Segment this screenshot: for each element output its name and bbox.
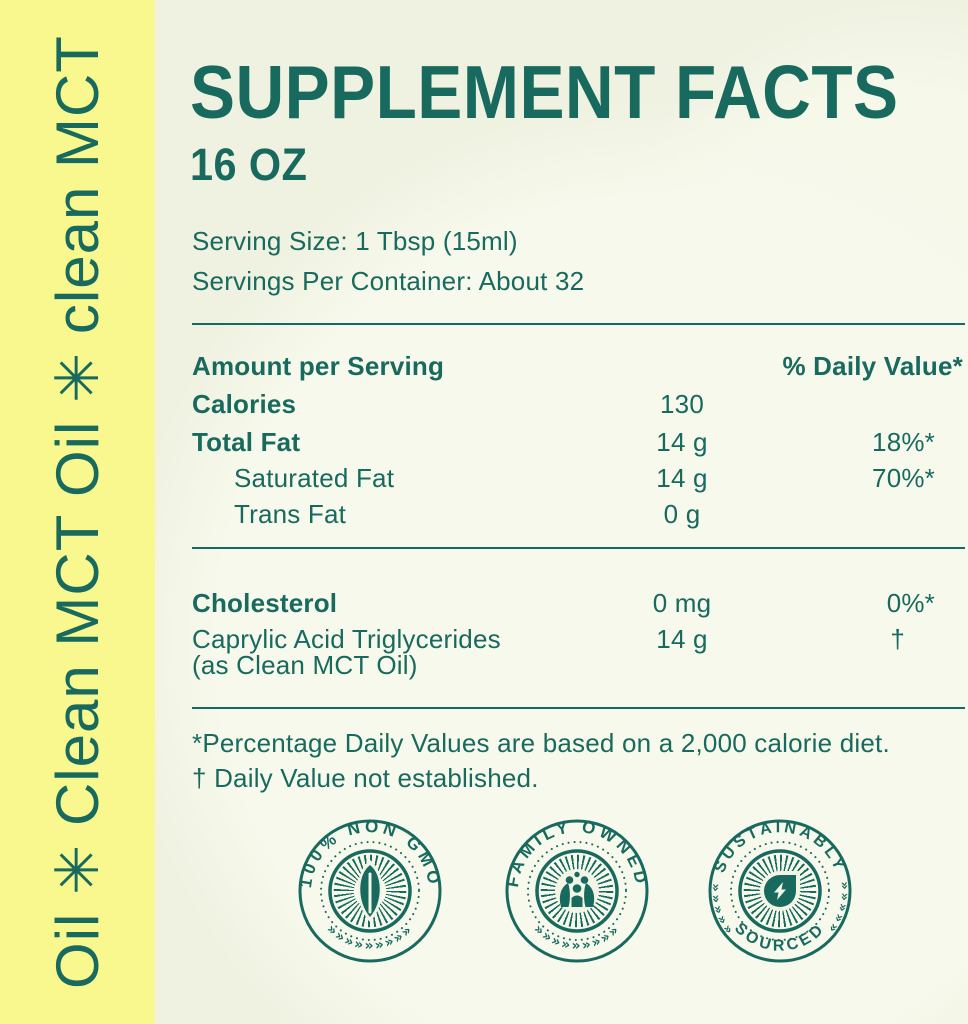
nutrient-name: Total Fat bbox=[192, 427, 301, 457]
servings-per-container-line: Servings Per Container: About 32 bbox=[192, 266, 585, 296]
nutrient-amount: 14 g bbox=[656, 463, 708, 493]
nutrient-amount: 130 bbox=[660, 389, 704, 419]
badge-inner-ring bbox=[328, 849, 412, 933]
nutrient-amount: 14 g bbox=[656, 427, 708, 457]
nutrient-name-line2: (as Clean MCT Oil) bbox=[192, 650, 418, 680]
nutrient-name-line1: Caprylic Acid Triglycerides bbox=[192, 624, 501, 654]
badge-dotted-circle bbox=[320, 841, 420, 941]
nutrient-name: Trans Fat bbox=[234, 499, 347, 529]
badge-top-text: SUSTAINABLY bbox=[711, 819, 848, 875]
badge-sustainably-sourced: SUSTAINABLY SOURCED ««««« »»»»» bbox=[700, 811, 860, 971]
badge-family-owned: FAMILY OWNED »»»»»»»»»»» bbox=[497, 811, 657, 971]
nutrient-daily-value: † bbox=[890, 624, 905, 654]
nutrient-daily-value: 18%* bbox=[872, 427, 935, 457]
table-row: Trans Fat 0 g bbox=[192, 501, 965, 527]
badge-outer-circle bbox=[505, 819, 649, 963]
laurel-decoration-right: »»»»» bbox=[823, 881, 852, 937]
family-owned-stamp: FAMILY OWNED »»»»»»»»»»» bbox=[503, 817, 649, 963]
badge-dotted-circle bbox=[527, 841, 627, 941]
daily-value-header: % Daily Value* bbox=[782, 351, 963, 381]
badge-outer-circle bbox=[298, 819, 442, 963]
serving-size-line: Serving Size: 1 Tbsp (15ml) bbox=[192, 226, 518, 256]
table-row: Calories 130 bbox=[192, 391, 965, 417]
badge-outer-circle bbox=[708, 819, 852, 963]
sustainably-sourced-stamp: SUSTAINABLY SOURCED ««««« »»»»» bbox=[708, 819, 852, 963]
nutrient-name: Calories bbox=[192, 389, 297, 419]
non-gmo-stamp: 100% NON GMO »»»»»»»»»»» bbox=[296, 817, 442, 963]
nutrient-name: Saturated Fat bbox=[234, 463, 395, 493]
vertical-brand-strip: Oil ✳ Clean MCT Oil ✳ clean MCT bbox=[0, 0, 155, 1024]
family-icon bbox=[555, 869, 599, 913]
nutrient-name: Cholesterol bbox=[192, 588, 338, 618]
nutrient-daily-value: 0%* bbox=[886, 588, 935, 618]
table-row: Total Fat 14 g 18%* bbox=[192, 429, 965, 455]
table-header-row: Amount per Serving % Daily Value* bbox=[192, 353, 965, 379]
nutrient-amount: 0 g bbox=[663, 499, 701, 529]
nutrient-amount: 0 mg bbox=[652, 588, 712, 618]
badge-inner-ring bbox=[535, 849, 619, 933]
nutrient-amount: 14 g bbox=[656, 624, 708, 654]
leaf-icon bbox=[358, 860, 382, 922]
footnote-dagger: † Daily Value not established. bbox=[192, 763, 539, 793]
divider-middle bbox=[192, 547, 965, 549]
lightning-icon bbox=[760, 871, 800, 911]
page-title: SUPPLEMENT FACTS bbox=[190, 50, 899, 134]
table-row: Cholesterol 0 mg 0%* bbox=[192, 590, 965, 616]
footnote-daily-values: *Percentage Daily Values are based on a … bbox=[192, 728, 890, 758]
table-row: Saturated Fat 14 g 70%* bbox=[192, 465, 965, 491]
nutrient-daily-value: 70%* bbox=[872, 463, 935, 493]
badge-dotted-circle bbox=[730, 841, 830, 941]
nutrient-name: Caprylic Acid Triglycerides (as Clean MC… bbox=[192, 626, 501, 678]
badge-bottom-text: SOURCED bbox=[731, 920, 829, 955]
laurel-decoration-left: ««««« bbox=[708, 881, 737, 937]
badge-non-gmo: 100% NON GMO »»»»»»»»»»» bbox=[290, 811, 450, 971]
brand-strip-label: Oil ✳ Clean MCT Oil ✳ clean MCT bbox=[44, 35, 111, 989]
size-label: 16 OZ bbox=[190, 139, 308, 190]
divider-top bbox=[192, 323, 965, 325]
badge-inner-ring bbox=[738, 849, 822, 933]
table-row: Caprylic Acid Triglycerides (as Clean MC… bbox=[192, 626, 965, 678]
divider-bottom bbox=[192, 707, 965, 709]
amount-per-serving-header: Amount per Serving bbox=[192, 351, 445, 381]
